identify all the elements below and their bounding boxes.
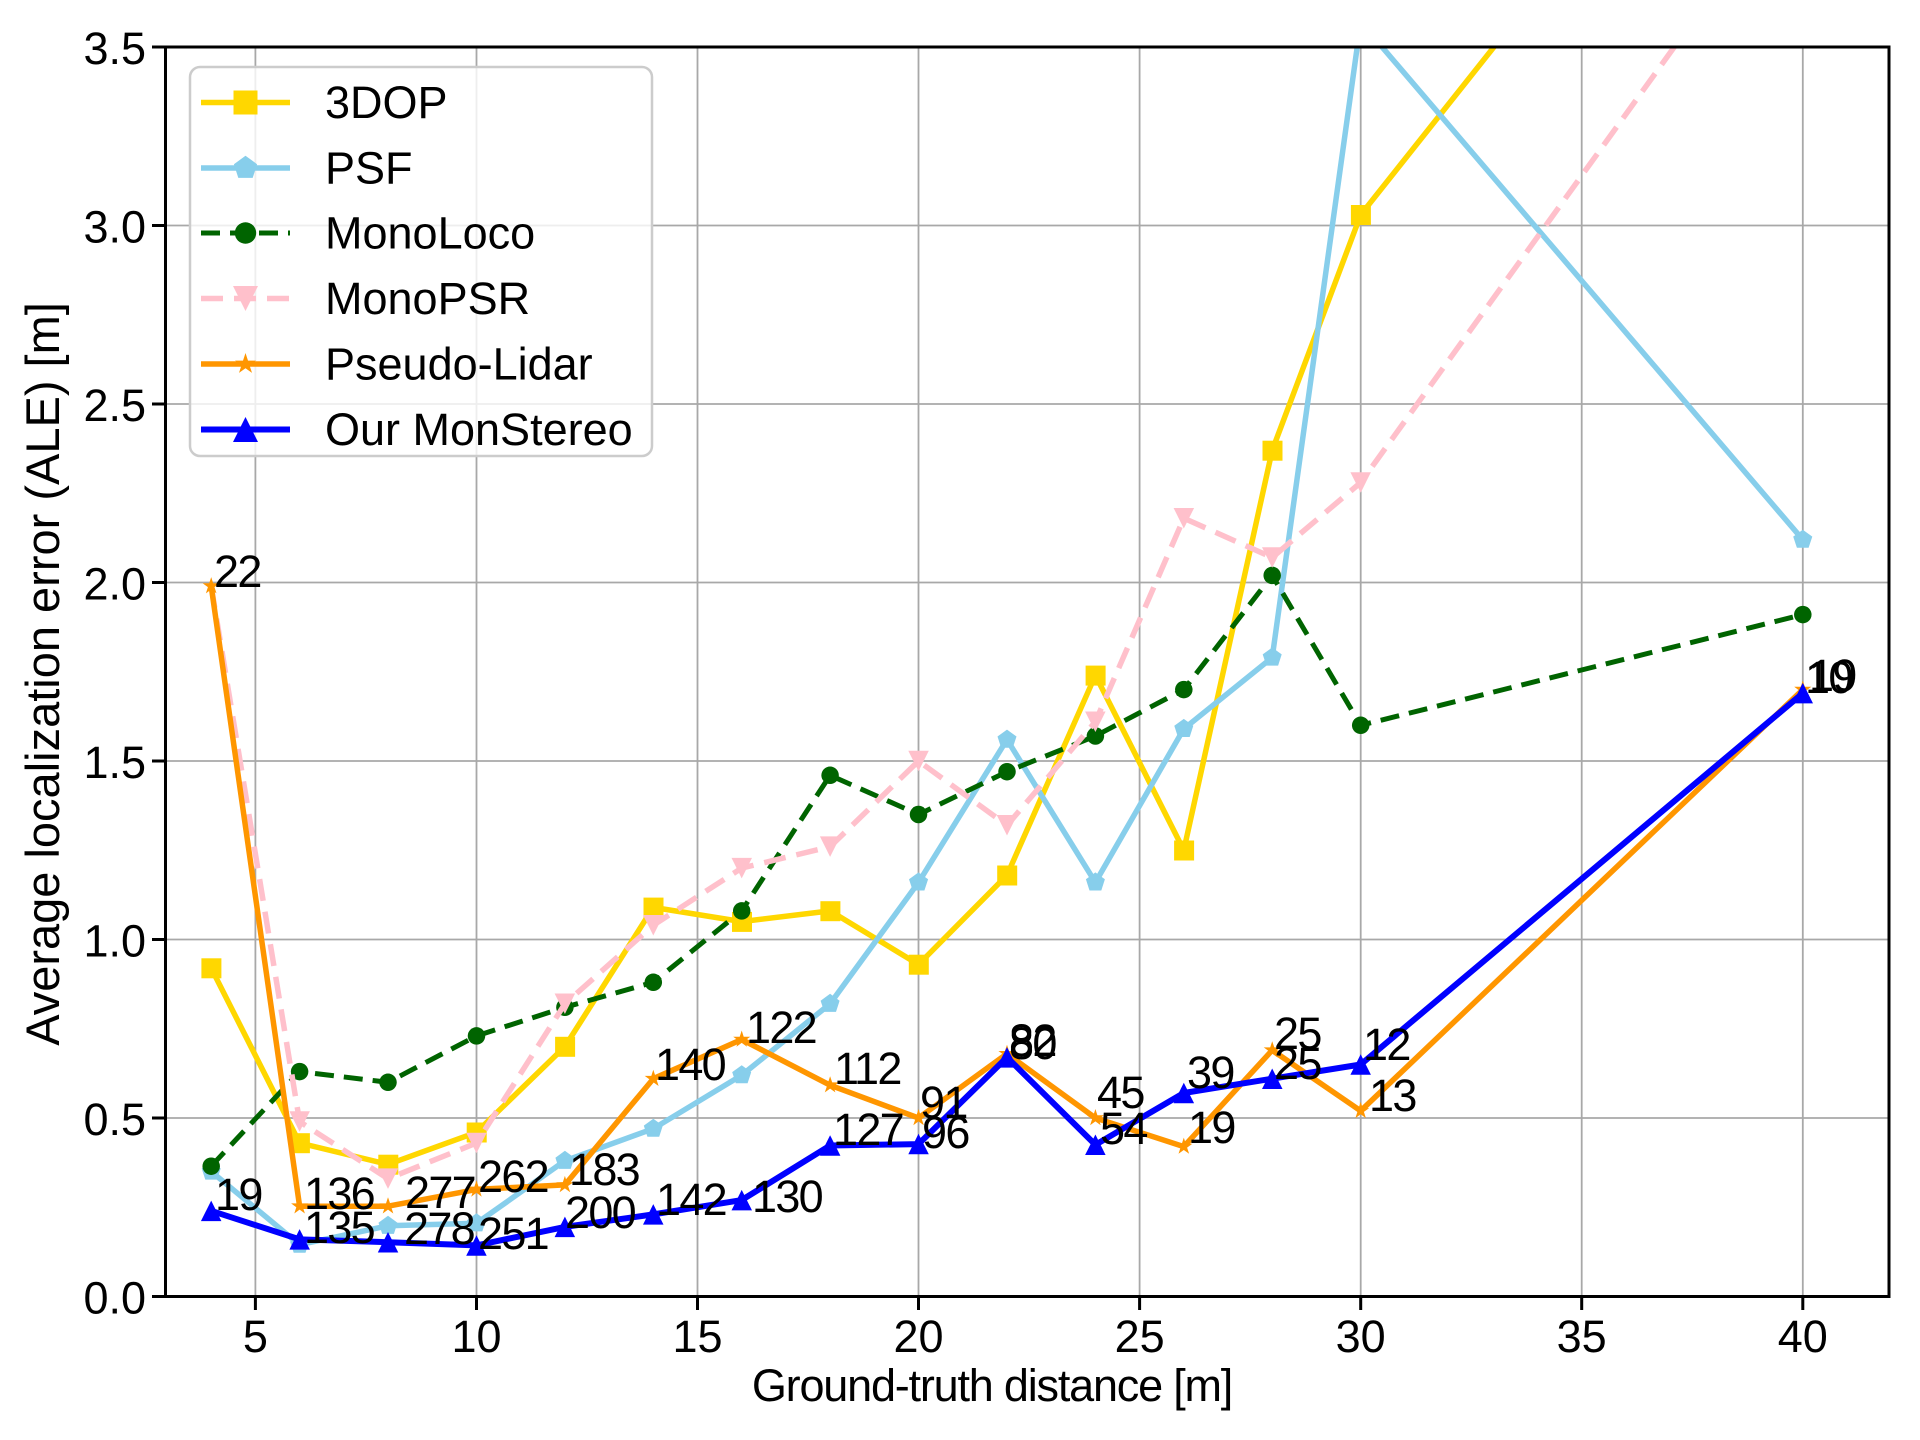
svg-text:1.5: 1.5 — [83, 737, 146, 788]
svg-text:15: 15 — [672, 1311, 722, 1362]
svg-text:2.5: 2.5 — [83, 380, 146, 431]
svg-text:25: 25 — [1274, 1038, 1321, 1089]
svg-text:3.5: 3.5 — [83, 23, 146, 74]
svg-text:MonoPSR: MonoPSR — [325, 273, 530, 324]
svg-text:277: 277 — [405, 1167, 475, 1218]
svg-text:80: 80 — [1009, 1018, 1056, 1069]
svg-text:25: 25 — [1115, 1311, 1165, 1362]
svg-text:35: 35 — [1557, 1311, 1607, 1362]
svg-text:25: 25 — [1274, 1008, 1321, 1059]
svg-text:262: 262 — [478, 1151, 548, 1202]
svg-text:127: 127 — [833, 1104, 903, 1155]
svg-text:19: 19 — [1188, 1102, 1235, 1153]
svg-text:112: 112 — [834, 1043, 901, 1094]
svg-text:3.0: 3.0 — [83, 202, 146, 253]
svg-text:122: 122 — [746, 1002, 816, 1053]
svg-text:140: 140 — [655, 1039, 726, 1090]
svg-text:251: 251 — [478, 1208, 548, 1259]
svg-text:13: 13 — [1369, 1070, 1416, 1121]
svg-text:Pseudo-Lidar: Pseudo-Lidar — [325, 339, 593, 390]
svg-text:130: 130 — [752, 1171, 823, 1222]
svg-text:200: 200 — [565, 1187, 636, 1238]
svg-text:30: 30 — [1336, 1311, 1386, 1362]
svg-text:136: 136 — [304, 1168, 375, 1219]
svg-text:Ground-truth distance [m]: Ground-truth distance [m] — [752, 1360, 1232, 1411]
svg-text:5: 5 — [243, 1311, 268, 1362]
svg-text:0.5: 0.5 — [83, 1094, 146, 1145]
svg-text:54: 54 — [1100, 1103, 1147, 1154]
svg-text:39: 39 — [1187, 1047, 1234, 1098]
svg-text:142: 142 — [656, 1174, 726, 1225]
svg-text:0.0: 0.0 — [83, 1273, 146, 1324]
svg-text:10: 10 — [1805, 652, 1852, 703]
svg-text:Average localization error (AL: Average localization error (ALE) [m] — [16, 302, 69, 1046]
svg-text:183: 183 — [569, 1144, 640, 1195]
svg-text:20: 20 — [893, 1311, 943, 1362]
svg-text:22: 22 — [214, 546, 261, 597]
svg-text:MonoLoco: MonoLoco — [325, 208, 535, 259]
svg-text:45: 45 — [1097, 1067, 1144, 1118]
svg-text:1.0: 1.0 — [83, 916, 146, 967]
svg-text:91: 91 — [920, 1077, 967, 1128]
svg-text:19: 19 — [1809, 650, 1856, 701]
svg-text:82: 82 — [1009, 1015, 1056, 1066]
svg-text:3DOP: 3DOP — [325, 77, 448, 128]
svg-text:19: 19 — [215, 1169, 262, 1220]
svg-text:135: 135 — [304, 1202, 375, 1253]
svg-text:10: 10 — [451, 1311, 501, 1362]
svg-text:12: 12 — [1363, 1019, 1410, 1070]
svg-text:96: 96 — [922, 1107, 969, 1158]
svg-text:278: 278 — [404, 1203, 475, 1254]
svg-text:40: 40 — [1778, 1311, 1828, 1362]
svg-text:PSF: PSF — [325, 143, 413, 194]
svg-text:2.0: 2.0 — [83, 559, 146, 610]
svg-text:Our MonStereo: Our MonStereo — [325, 404, 633, 455]
